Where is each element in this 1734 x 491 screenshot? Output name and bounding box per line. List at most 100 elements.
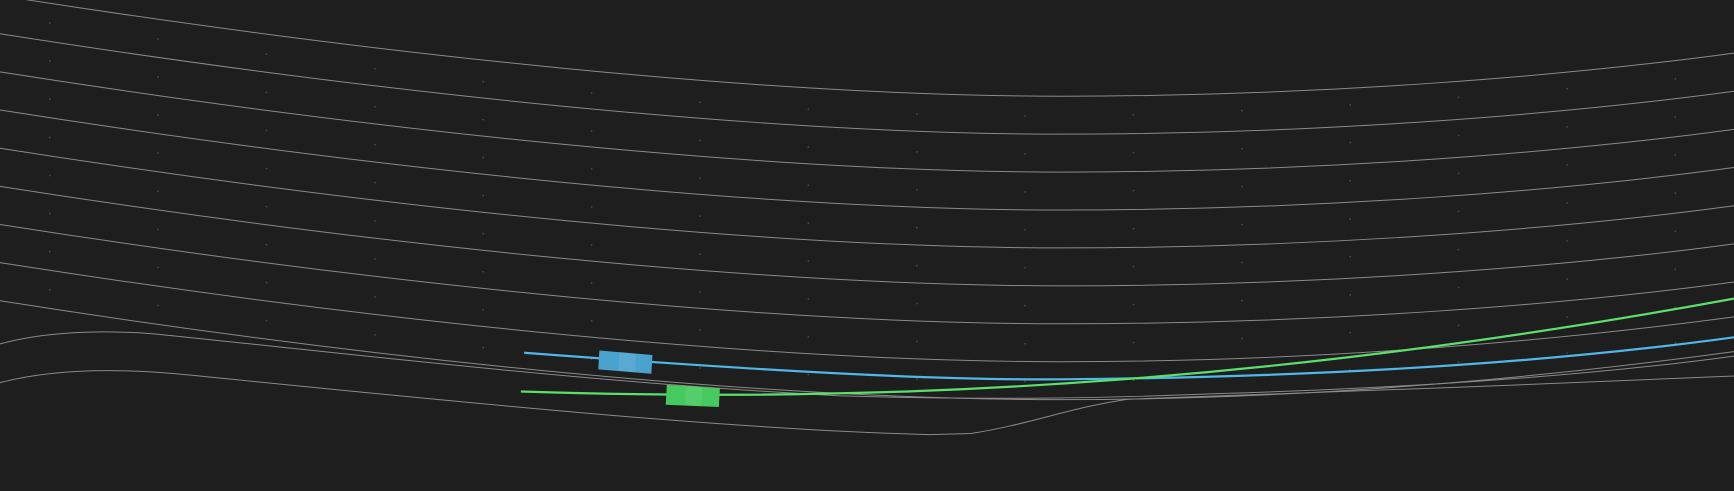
lane-marker-dot xyxy=(590,243,593,246)
green-vehicle[interactable] xyxy=(665,384,720,407)
lane-marker-dot xyxy=(265,91,268,94)
blue-vehicle[interactable] xyxy=(598,350,653,374)
lane-marker-dot xyxy=(1566,87,1568,90)
lane-marker-dot xyxy=(157,114,160,117)
lane-marker-dot xyxy=(1241,223,1243,226)
lane-marker-dot xyxy=(374,257,376,260)
lane-line xyxy=(0,300,1734,401)
lane-marker-dot xyxy=(157,266,160,269)
lane-marker-dot xyxy=(374,296,376,298)
lane-marker-dot xyxy=(1566,352,1568,354)
lane-marker-dot xyxy=(1132,303,1135,306)
lane-marker-dot xyxy=(1132,189,1135,192)
lane-marker-dot xyxy=(482,156,485,159)
lane-marker-dot xyxy=(915,302,918,305)
lane-marker-dot xyxy=(807,298,810,300)
lane-marker-dot xyxy=(1024,190,1027,193)
lane-markers xyxy=(48,22,1677,383)
lane-marker-dot xyxy=(1132,113,1135,116)
lane-marker-dot xyxy=(482,308,485,311)
lane-marker-dot xyxy=(1457,248,1460,251)
lane-marker-dot xyxy=(590,319,593,322)
lane-line xyxy=(0,33,1734,135)
lane-marker-dot xyxy=(1457,286,1460,289)
lane-marker-dot xyxy=(265,281,268,284)
lane-marker-dot xyxy=(48,22,51,24)
lane-marker-dot xyxy=(1674,154,1677,156)
lane-marker-dot xyxy=(1241,261,1243,264)
lane-marker-dot xyxy=(48,250,51,253)
lane-marker-dot xyxy=(807,336,810,338)
lane-marker-dot xyxy=(157,228,160,231)
lane-marker-dot xyxy=(807,146,810,149)
lane-marker-dot xyxy=(374,67,376,70)
lane-marker-dot xyxy=(1241,185,1243,188)
lane-marker-dot xyxy=(1349,141,1352,144)
lane-line xyxy=(0,223,1734,325)
lane-marker-dot xyxy=(374,219,376,222)
lane-marker-dot xyxy=(1566,316,1568,319)
lane-marker-dot xyxy=(915,188,918,191)
lane-marker-dot xyxy=(807,184,810,187)
lane-marker-dot xyxy=(915,340,918,343)
lane-marker-dot xyxy=(482,346,485,349)
lane-marker-dot xyxy=(590,92,593,94)
lane-marker-dot xyxy=(699,329,701,331)
lane-marker-dot xyxy=(699,215,701,217)
lane-marker-dot xyxy=(1024,266,1027,269)
lane-marker-dot xyxy=(915,264,918,267)
lane-marker-dot xyxy=(1566,240,1568,242)
lane-marker-dot xyxy=(807,108,810,111)
lane-marker-dot xyxy=(48,98,51,101)
lane-marker-dot xyxy=(1674,77,1677,80)
lane-marker-dot xyxy=(482,194,485,197)
road-boundary-line xyxy=(0,331,1734,399)
lane-marker-dot xyxy=(1024,304,1027,307)
lane-marker-dot xyxy=(1349,255,1352,258)
lane-marker-dot xyxy=(157,76,160,78)
lane-marker-dot xyxy=(1566,163,1568,166)
lane-line xyxy=(0,109,1734,211)
lane-marker-dot xyxy=(265,319,268,322)
lane-marker-dot xyxy=(48,288,51,291)
lane-marker-dot xyxy=(1674,192,1677,195)
lane-marker-dot xyxy=(915,226,918,229)
lane-marker-dot xyxy=(807,260,810,262)
lane-marker-dot xyxy=(807,222,810,225)
lane-marker-dot xyxy=(482,270,485,273)
lane-marker-dot xyxy=(915,378,918,381)
lane-line xyxy=(25,0,1734,97)
lane-marker-dot xyxy=(1132,151,1135,154)
lane-marker-dot xyxy=(1241,109,1243,112)
lane-marker-dot xyxy=(48,212,51,215)
lane-marker-dot xyxy=(915,113,918,115)
lane-marker-dot xyxy=(265,53,268,56)
lane-marker-dot xyxy=(48,136,51,139)
lane-marker-dot xyxy=(807,374,810,376)
lane-marker-dot xyxy=(1132,265,1135,268)
lane-marker-dot xyxy=(1349,331,1352,334)
lane-marker-dot xyxy=(1566,125,1568,128)
lane-marker-dot xyxy=(48,60,51,62)
lane-marker-dot xyxy=(590,206,593,208)
lane-line xyxy=(0,262,1734,363)
lane-marker-dot xyxy=(699,101,701,104)
blue-vehicle-trajectory xyxy=(524,336,1734,381)
lane-marker-dot xyxy=(590,130,593,132)
lane-marker-dot xyxy=(1132,379,1135,382)
lane-marker-dot xyxy=(1132,227,1135,230)
lane-marker-dot xyxy=(699,367,701,369)
lane-marker-dot xyxy=(1241,147,1243,150)
lane-line xyxy=(0,185,1734,287)
lane-marker-dot xyxy=(1457,134,1460,137)
lane-marker-dot xyxy=(1566,202,1568,204)
lane-marker-dot xyxy=(590,167,593,170)
lane-marker-dot xyxy=(1457,172,1460,175)
lane-line xyxy=(0,71,1734,173)
lane-marker-dot xyxy=(1241,337,1243,340)
lane-marker-dot xyxy=(265,243,268,246)
lane-marker-dot xyxy=(482,118,485,121)
lane-marker-dot xyxy=(157,304,160,307)
lane-marker-dot xyxy=(1241,299,1243,302)
